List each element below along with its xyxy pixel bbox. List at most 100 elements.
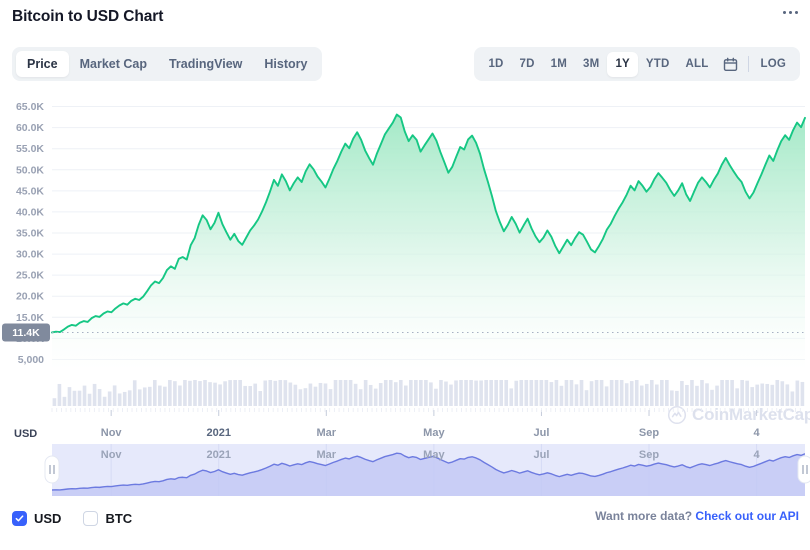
- volume-bar: [619, 380, 624, 406]
- volume-bar: [373, 388, 378, 406]
- navigator-tick-label: 4: [754, 449, 761, 461]
- tab-tradingview[interactable]: TradingView: [168, 57, 243, 71]
- volume-bar: [564, 380, 569, 406]
- range-all[interactable]: ALL: [685, 57, 709, 70]
- volume-bar: [318, 382, 323, 406]
- price-chart[interactable]: 5,00010.0K15.0K20.0K25.0K30.0K35.0K40.0K…: [0, 88, 810, 440]
- volume-bar: [67, 387, 72, 406]
- volume-bar: [137, 389, 142, 406]
- volume-bar: [469, 380, 473, 406]
- x-axis-tick-label: May: [423, 427, 445, 439]
- volume-bar: [293, 384, 298, 406]
- x-axis-tick-label: Mar: [317, 427, 337, 439]
- svg-text:11.4K: 11.4K: [12, 327, 40, 339]
- volume-bar: [388, 380, 393, 406]
- volume-bar: [494, 380, 498, 406]
- volume-bar: [544, 380, 549, 406]
- volume-bar: [52, 398, 57, 406]
- volume-bar: [509, 388, 514, 406]
- volume-bar: [589, 381, 594, 406]
- legend-label-btc: BTC: [105, 510, 133, 526]
- price-area-fill: [52, 114, 805, 370]
- volume-bar: [795, 380, 800, 406]
- volume-bar: [82, 385, 87, 406]
- volume-bar: [489, 380, 493, 406]
- y-axis-tick-label: 50.0K: [16, 164, 44, 176]
- volume-bar: [173, 381, 177, 406]
- navigator-handle-left[interactable]: [44, 455, 60, 484]
- navigator-tick-label: 2021: [206, 449, 230, 461]
- chart-controls-row: Price Market Cap TradingView History 1D …: [0, 44, 810, 86]
- y-axis-tick-label: 45.0K: [16, 185, 44, 197]
- volume-bar: [97, 389, 102, 406]
- range-1m[interactable]: 1M: [550, 57, 568, 70]
- volume-bar: [780, 381, 785, 406]
- x-axis-tick-label: 4: [754, 427, 761, 439]
- navigator-handle-right[interactable]: [797, 455, 810, 484]
- range-ytd[interactable]: YTD: [645, 57, 670, 70]
- chart-navigator[interactable]: Nov 2021 Mar May Jul Sep 4: [0, 444, 810, 496]
- volume-bar: [569, 380, 574, 406]
- volume-bar: [393, 382, 398, 406]
- btc-checkbox[interactable]: [83, 510, 99, 526]
- volume-bar: [584, 390, 589, 406]
- volume-bar: [203, 380, 207, 406]
- volume-bars: [52, 380, 805, 406]
- navigator-tick-label: May: [423, 449, 445, 461]
- volume-bar: [549, 382, 554, 406]
- api-link[interactable]: Check out our API: [695, 509, 799, 523]
- navigator-x-labels: Nov 2021 Mar May Jul Sep 4: [101, 449, 761, 461]
- usd-checkbox[interactable]: [12, 510, 27, 526]
- range-7d[interactable]: 7D: [519, 57, 535, 70]
- navigator-tick-label: Jul: [533, 449, 549, 461]
- navigator-tick-label: Nov: [101, 449, 123, 461]
- legend-item-btc[interactable]: BTC: [83, 510, 133, 526]
- volume-bar: [755, 384, 760, 406]
- volume-bar: [198, 381, 202, 406]
- y-axis-tick-label: 25.0K: [16, 270, 44, 282]
- volume-bar: [559, 385, 564, 406]
- volume-bar: [514, 380, 519, 406]
- volume-bar: [383, 380, 388, 406]
- volume-bar: [328, 389, 333, 406]
- volume-bar: [785, 384, 790, 406]
- range-1y[interactable]: 1Y: [607, 51, 638, 77]
- volume-bar: [358, 389, 363, 406]
- page-header: Bitcoin to USD Chart: [0, 0, 810, 34]
- volume-bar: [695, 385, 699, 406]
- volume-bar: [409, 380, 413, 406]
- chart-footer: USD BTC Want more data? Check out our AP…: [0, 498, 810, 538]
- volume-bar: [248, 386, 252, 406]
- x-axis-ticks: [51, 408, 801, 416]
- volume-bar: [574, 384, 579, 406]
- tab-price[interactable]: Price: [16, 51, 69, 77]
- volume-bar: [338, 380, 343, 406]
- x-axis-unit-label: USD: [14, 428, 37, 440]
- volume-bar: [208, 382, 212, 406]
- volume-bar: [153, 380, 157, 406]
- y-axis-tick-label: 60.0K: [16, 122, 44, 134]
- volume-bar: [233, 380, 237, 406]
- volume-bar: [765, 383, 770, 406]
- volume-bar: [735, 388, 739, 406]
- volume-bar: [675, 390, 679, 406]
- volume-bar: [720, 380, 724, 406]
- tab-market-cap[interactable]: Market Cap: [79, 57, 147, 71]
- volume-bar: [343, 380, 348, 406]
- volume-bar: [178, 385, 182, 406]
- volume-bar: [253, 383, 258, 406]
- volume-bar: [484, 380, 488, 406]
- price-marker-badge: 11.4K: [2, 323, 50, 342]
- volume-bar: [308, 383, 313, 406]
- range-3m[interactable]: 3M: [583, 57, 600, 70]
- volume-bar: [122, 391, 127, 406]
- volume-bar: [685, 384, 689, 406]
- range-log-toggle[interactable]: LOG: [760, 57, 786, 70]
- range-1d[interactable]: 1D: [488, 57, 504, 70]
- legend-item-usd[interactable]: USD: [12, 510, 61, 526]
- volume-bar: [680, 380, 684, 406]
- ellipsis-horizontal-icon[interactable]: [783, 11, 798, 14]
- calendar-icon[interactable]: [716, 53, 745, 76]
- tab-history[interactable]: History: [264, 57, 308, 71]
- price-chart-svg: 5,00010.0K15.0K20.0K25.0K30.0K35.0K40.0K…: [2, 101, 810, 440]
